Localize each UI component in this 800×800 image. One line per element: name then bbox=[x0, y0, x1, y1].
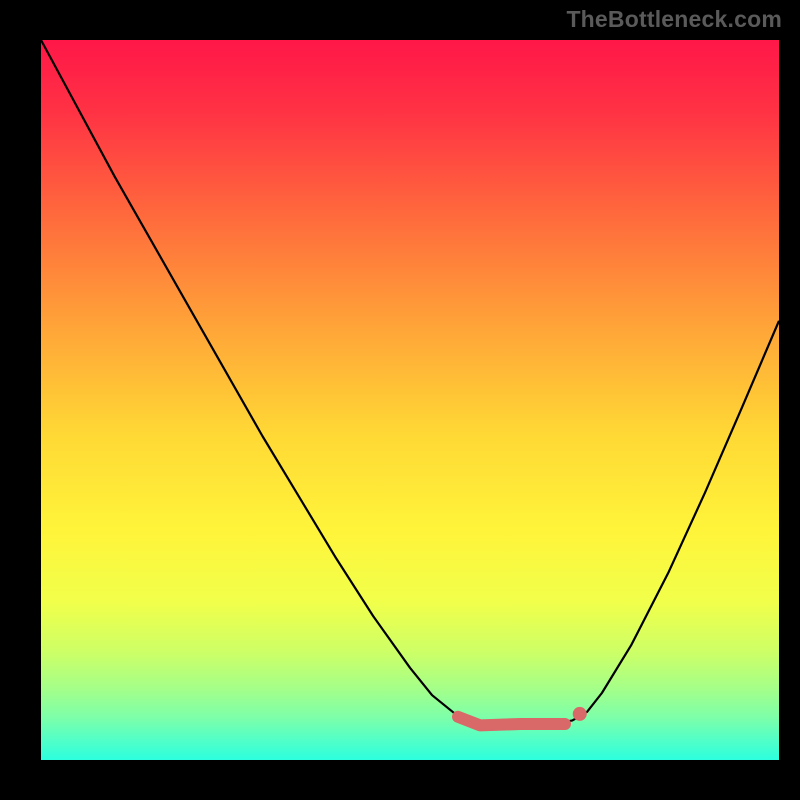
optimal-range-end-marker bbox=[573, 707, 587, 721]
plot-background bbox=[41, 40, 779, 760]
watermark-text: TheBottleneck.com bbox=[566, 6, 782, 33]
bottleneck-chart bbox=[0, 0, 800, 800]
chart-container: TheBottleneck.com bbox=[0, 0, 800, 800]
